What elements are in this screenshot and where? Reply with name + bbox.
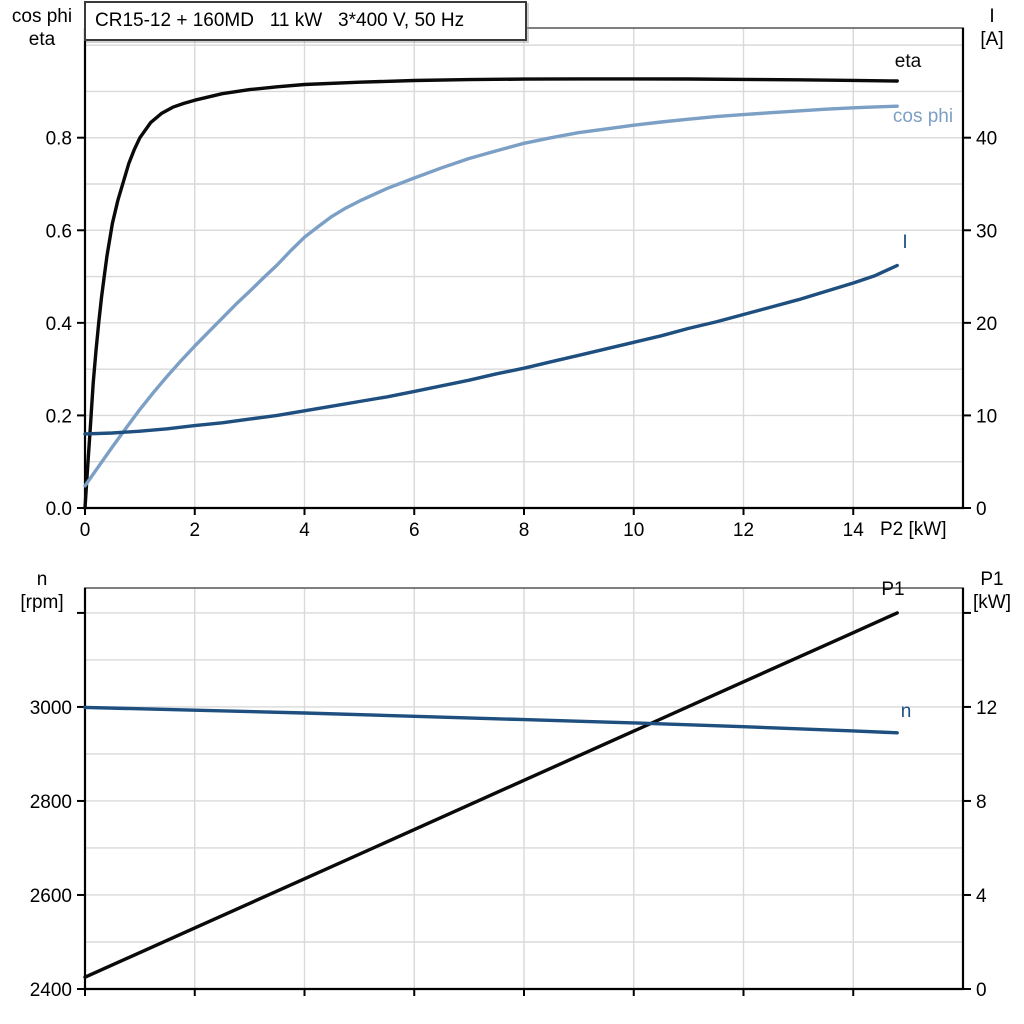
cos-phi-axis-label: cos phi: [11, 6, 73, 27]
svg-text:2: 2: [189, 520, 200, 541]
svg-text:0.4: 0.4: [46, 314, 73, 335]
p1-axis-label: P1: [980, 569, 1004, 590]
svg-text:10: 10: [976, 406, 997, 427]
current-unit-label: [A]: [980, 29, 1004, 50]
eta-curve-label: eta: [894, 51, 922, 72]
svg-text:0.0: 0.0: [46, 499, 72, 520]
bottom-left-axis-label: n [rpm]: [0, 568, 84, 614]
current-curve-label: I: [902, 232, 908, 253]
n-curve-label: n: [900, 701, 912, 722]
eta-axis-label: eta: [28, 29, 56, 50]
svg-text:2400: 2400: [30, 980, 72, 1001]
svg-text:4: 4: [976, 886, 987, 907]
svg-text:0.6: 0.6: [46, 221, 72, 242]
bottom-right-axis-label: P1 [kW]: [961, 568, 1023, 614]
svg-text:0.2: 0.2: [46, 406, 72, 427]
svg-text:12: 12: [733, 520, 754, 541]
svg-text:14: 14: [843, 520, 865, 541]
svg-text:4: 4: [299, 520, 310, 541]
speed-axis-label: n: [36, 569, 48, 590]
svg-text:0: 0: [976, 499, 987, 520]
svg-text:10: 10: [623, 520, 644, 541]
x-axis-label: P2 [kW]: [880, 519, 947, 540]
svg-text:2800: 2800: [30, 792, 72, 813]
svg-text:12: 12: [976, 698, 997, 719]
svg-text:0: 0: [976, 980, 987, 1001]
svg-text:8: 8: [976, 792, 987, 813]
speed-unit-label: [rpm]: [20, 592, 64, 613]
svg-text:20: 20: [976, 314, 997, 335]
svg-text:6: 6: [409, 520, 420, 541]
svg-text:40: 40: [976, 129, 997, 150]
current-axis-label: I: [989, 6, 995, 27]
svg-text:3000: 3000: [30, 698, 72, 719]
svg-text:2600: 2600: [30, 886, 72, 907]
top-left-axis-label: cos phi eta: [0, 5, 84, 51]
svg-text:8: 8: [519, 520, 530, 541]
p1-curve-label: P1: [881, 579, 905, 600]
chart-title: CR15-12 + 160MD 11 kW 3*400 V, 50 Hz: [95, 10, 465, 31]
top-right-axis-label: I [A]: [961, 5, 1023, 51]
svg-text:0.8: 0.8: [46, 129, 72, 150]
svg-text:0: 0: [80, 520, 91, 541]
chart-title-box: CR15-12 + 160MD 11 kW 3*400 V, 50 Hz: [84, 1, 527, 41]
cos-phi-curve-label: cos phi: [892, 106, 954, 127]
p1-unit-label: [kW]: [973, 592, 1011, 613]
svg-text:30: 30: [976, 221, 997, 242]
